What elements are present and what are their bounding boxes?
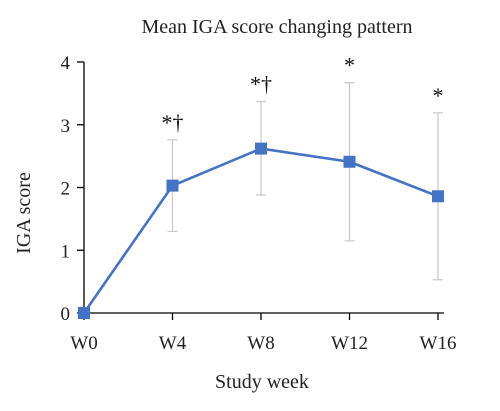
y-axis-label: IGA score	[13, 172, 35, 254]
y-tick-label: 3	[61, 116, 71, 137]
x-tick-label: W4	[159, 333, 187, 354]
y-tick-label: 4	[61, 53, 71, 74]
significance-annotation: *†	[250, 72, 272, 97]
x-tick-label: W12	[331, 333, 368, 354]
x-tick-label: W8	[247, 333, 274, 354]
data-point	[78, 307, 90, 319]
x-axis-label: Study week	[215, 371, 309, 393]
chart-title: Mean IGA score changing pattern	[141, 16, 412, 38]
significance-annotation: *†	[162, 110, 184, 135]
data-point	[343, 155, 356, 168]
data-point	[255, 142, 267, 155]
plot-area: 0 1 2 3 4 W0 W4 W8 W12 W16 *† *† * *	[61, 53, 457, 354]
significance-annotation: *	[433, 83, 444, 108]
significance-annotation: *	[344, 53, 355, 78]
y-tick-label: 1	[61, 241, 71, 262]
data-point	[166, 179, 179, 192]
y-tick-label: 0	[61, 304, 71, 325]
x-tick-label: W0	[70, 333, 97, 354]
y-tick-label: 2	[61, 179, 71, 200]
x-tick-label: W16	[420, 333, 457, 354]
data-point	[432, 190, 444, 203]
